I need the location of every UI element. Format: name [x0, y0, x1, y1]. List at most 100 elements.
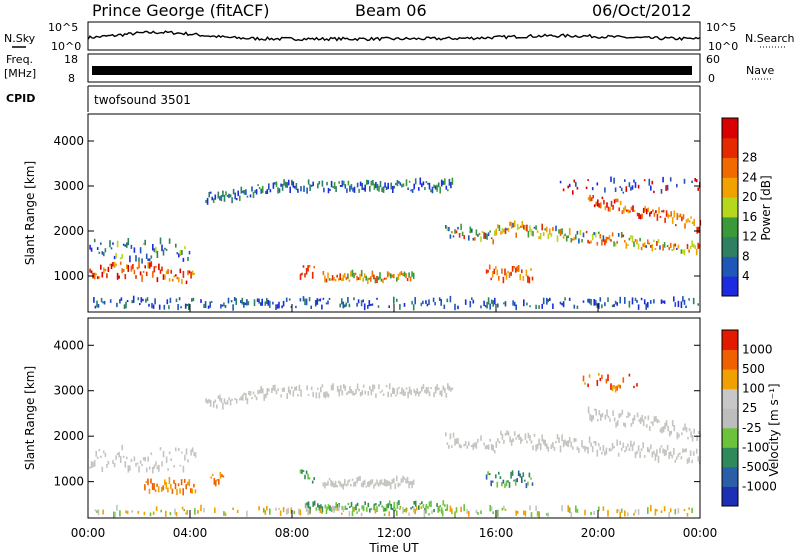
power-echo: [506, 228, 508, 231]
power-echo: [129, 255, 131, 263]
power-echo: [671, 249, 673, 251]
velocity-echo: [608, 447, 611, 452]
velocity-echo: [324, 482, 326, 489]
power-echo: [93, 238, 96, 243]
power-echo: [513, 220, 516, 227]
power-echo: [497, 303, 499, 308]
velocity-echo: [210, 476, 212, 479]
velocity-echo: [606, 409, 608, 417]
velocity-echo: [665, 450, 667, 456]
power-echo: [127, 264, 130, 272]
velocity-echo: [581, 440, 583, 448]
power-echo: [501, 268, 503, 274]
power-echo: [94, 305, 97, 309]
power-echo: [561, 303, 563, 306]
velocity-echo: [271, 387, 273, 393]
velocity-echo: [477, 438, 479, 443]
power-echo: [115, 263, 117, 267]
power-echo: [480, 305, 482, 309]
power-echo: [152, 244, 154, 251]
power-echo: [330, 278, 332, 281]
velocity-echo: [287, 386, 290, 393]
power-echo: [573, 236, 576, 241]
nave-tick-high: 60: [706, 53, 720, 66]
velocity-echo: [302, 470, 305, 472]
velocity-echo: [584, 445, 586, 452]
velocity-echo: [634, 451, 637, 459]
velocity-echo: [323, 392, 325, 398]
velocity-echo: [408, 481, 410, 489]
power-echo: [546, 226, 548, 233]
velocity-echo: [402, 506, 404, 514]
velocity-echo: [194, 452, 197, 458]
velocity-echo: [490, 480, 492, 487]
velocity-echo: [191, 488, 194, 494]
velocity-echo: [332, 383, 334, 391]
velocity-echo: [590, 442, 592, 447]
power-echo: [512, 300, 514, 306]
velocity-echo: [200, 504, 202, 512]
velocity-echo: [398, 386, 400, 389]
power-echo: [651, 180, 654, 185]
power-echo: [188, 303, 190, 310]
velocity-echo: [151, 483, 154, 490]
power-echo: [640, 297, 643, 301]
power-echo: [235, 298, 237, 305]
power-echo: [301, 272, 303, 276]
power-echo: [342, 301, 345, 309]
velocity-echo: [293, 510, 296, 515]
power-echo: [607, 297, 609, 302]
power-echo: [152, 271, 154, 278]
velocity-echo: [561, 434, 563, 442]
velocity-echo: [693, 428, 695, 434]
power-echo: [281, 305, 283, 309]
colorbar-tick-label: -500: [742, 460, 769, 474]
power-echo: [341, 180, 344, 187]
power-echo: [396, 180, 399, 187]
x-tick-label: 00:00: [71, 526, 106, 540]
power-echo: [639, 214, 642, 220]
power-echo: [498, 225, 501, 231]
velocity-echo: [155, 461, 157, 466]
velocity-echo: [654, 508, 657, 516]
velocity-echo: [489, 505, 491, 512]
velocity-echo: [119, 510, 121, 517]
power-echo: [187, 270, 189, 276]
velocity-echo: [544, 439, 546, 447]
power-echo: [339, 273, 341, 281]
velocity-echo: [307, 473, 309, 480]
power-echo: [409, 276, 412, 282]
power-echo: [556, 235, 559, 242]
velocity-echo: [567, 440, 569, 447]
power-echo: [106, 273, 108, 279]
power-echo: [235, 198, 238, 201]
power-echo: [594, 232, 597, 238]
power-echo: [596, 302, 599, 308]
power-echo: [611, 232, 614, 237]
power-echo: [343, 180, 345, 186]
power-echo: [676, 212, 679, 220]
power-echo: [615, 198, 617, 203]
velocity-echo: [176, 489, 178, 495]
power-echo: [217, 191, 220, 199]
velocity-echo: [584, 509, 586, 516]
velocity-echo: [662, 426, 665, 433]
velocity-echo: [487, 471, 489, 475]
freq-tick-low: 8: [68, 72, 75, 85]
velocity-echo: [180, 479, 183, 486]
velocity-echo: [389, 482, 392, 490]
power-echo: [454, 229, 456, 234]
velocity-echo: [641, 414, 643, 422]
velocity-echo: [232, 507, 234, 511]
power-echo: [575, 182, 577, 187]
velocity-echo: [683, 448, 686, 453]
power-echo: [175, 298, 178, 303]
velocity-echo: [474, 442, 476, 448]
power-echo: [436, 184, 438, 192]
power-echo: [691, 180, 693, 183]
power-echo: [141, 258, 143, 264]
power-echo: [573, 179, 576, 183]
velocity-echo: [379, 480, 381, 486]
velocity-echo: [616, 439, 618, 446]
